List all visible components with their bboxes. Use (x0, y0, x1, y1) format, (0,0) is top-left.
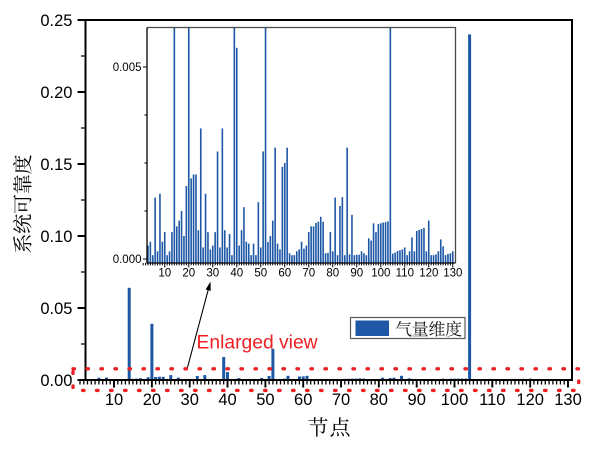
svg-text:10: 10 (105, 391, 123, 409)
svg-text:70: 70 (332, 391, 350, 409)
svg-text:20: 20 (182, 268, 195, 280)
svg-text:90: 90 (350, 268, 363, 280)
svg-text:30: 30 (206, 268, 219, 280)
svg-text:60: 60 (294, 391, 312, 409)
svg-text:0.10: 0.10 (40, 228, 72, 246)
svg-text:30: 30 (181, 391, 199, 409)
svg-text:130: 130 (554, 391, 582, 409)
svg-text:80: 80 (370, 391, 388, 409)
svg-text:10: 10 (158, 268, 171, 280)
svg-text:70: 70 (302, 268, 315, 280)
svg-text:0.05: 0.05 (40, 300, 72, 318)
svg-text:0.005: 0.005 (113, 62, 142, 74)
svg-text:Enlarged view: Enlarged view (197, 333, 318, 354)
svg-text:100: 100 (371, 268, 390, 280)
svg-text:0.15: 0.15 (40, 156, 72, 174)
svg-text:90: 90 (408, 391, 426, 409)
svg-text:60: 60 (278, 268, 291, 280)
svg-text:50: 50 (254, 268, 267, 280)
svg-text:0.20: 0.20 (40, 84, 72, 102)
svg-text:110: 110 (396, 268, 414, 280)
svg-text:50: 50 (256, 391, 274, 409)
svg-text:120: 120 (516, 391, 544, 409)
svg-text:20: 20 (143, 391, 161, 409)
svg-text:40: 40 (230, 268, 243, 280)
svg-text:0.000: 0.000 (113, 254, 142, 266)
svg-text:80: 80 (326, 268, 339, 280)
svg-text:120: 120 (419, 268, 438, 280)
svg-text:0.00: 0.00 (40, 372, 72, 390)
svg-text:100: 100 (441, 391, 469, 409)
svg-text:40: 40 (218, 391, 236, 409)
svg-text:110: 110 (479, 391, 505, 409)
svg-text:130: 130 (443, 268, 462, 280)
svg-text:0.25: 0.25 (40, 12, 72, 30)
